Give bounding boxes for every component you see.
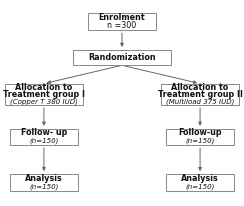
Text: Randomization: Randomization: [88, 53, 156, 62]
Text: n =300: n =300: [107, 21, 137, 30]
Text: (n=150): (n=150): [29, 138, 59, 144]
FancyBboxPatch shape: [73, 50, 171, 66]
FancyBboxPatch shape: [5, 84, 83, 105]
Text: Follow-up: Follow-up: [178, 128, 222, 137]
Text: Analysis: Analysis: [25, 174, 63, 183]
FancyBboxPatch shape: [88, 13, 156, 30]
FancyBboxPatch shape: [10, 129, 78, 145]
Text: Enrolment: Enrolment: [99, 13, 145, 22]
FancyBboxPatch shape: [166, 129, 234, 145]
Text: Follow- up: Follow- up: [21, 128, 67, 137]
FancyBboxPatch shape: [10, 174, 78, 191]
Text: Allocation to: Allocation to: [172, 83, 229, 92]
Text: (n=150): (n=150): [185, 138, 215, 144]
Text: Analysis: Analysis: [181, 174, 219, 183]
Text: Allocation to: Allocation to: [15, 83, 72, 92]
FancyBboxPatch shape: [166, 174, 234, 191]
Text: Treatment group II: Treatment group II: [158, 90, 243, 99]
Text: (Copper T 380 IUD): (Copper T 380 IUD): [10, 98, 78, 105]
Text: (n=150): (n=150): [185, 183, 215, 190]
Text: (n=150): (n=150): [29, 183, 59, 190]
Text: (Multiload 375 IUD): (Multiload 375 IUD): [166, 98, 234, 105]
Text: Treatment group I: Treatment group I: [3, 90, 85, 99]
FancyBboxPatch shape: [161, 84, 239, 105]
